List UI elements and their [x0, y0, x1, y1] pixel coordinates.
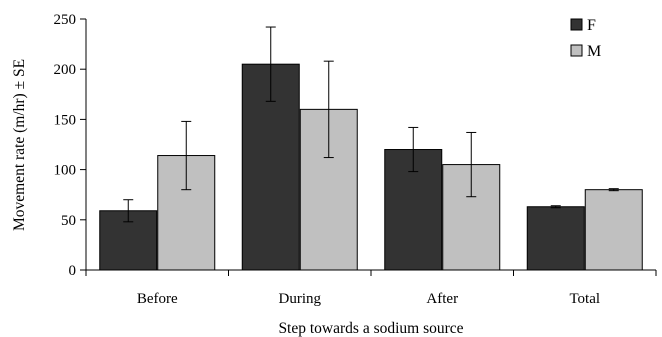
- x-axis-title: Step towards a sodium source: [278, 320, 463, 337]
- legend: FM: [570, 17, 601, 60]
- x-tick-label: After: [426, 291, 458, 307]
- y-tick-label: 0: [69, 263, 77, 279]
- plot-area: 0 50 100 150 200 250 Before During After Total: [54, 12, 657, 307]
- y-tick-label: 50: [61, 213, 76, 229]
- legend-swatch-M: [570, 44, 583, 57]
- legend-label-F: F: [587, 17, 596, 34]
- bar-F-before: [99, 210, 158, 271]
- y-tick-label: 150: [54, 112, 77, 128]
- y-tick-label: 100: [54, 163, 77, 179]
- y-tick-label: 250: [54, 12, 77, 28]
- bar-F-total: [526, 206, 585, 271]
- y-axis-title-group: Movement rate (m/hr) ± SE: [11, 59, 28, 231]
- legend-label-M: M: [587, 43, 601, 60]
- x-tick-label: During: [279, 291, 322, 307]
- legend-swatch-F: [570, 18, 583, 31]
- y-axis-title: Movement rate (m/hr) ± SE: [11, 59, 28, 231]
- bar-M-total: [584, 189, 643, 271]
- x-tick-label: Before: [137, 291, 178, 307]
- y-tick-label: 200: [54, 62, 77, 78]
- x-tick-label: Total: [569, 291, 600, 307]
